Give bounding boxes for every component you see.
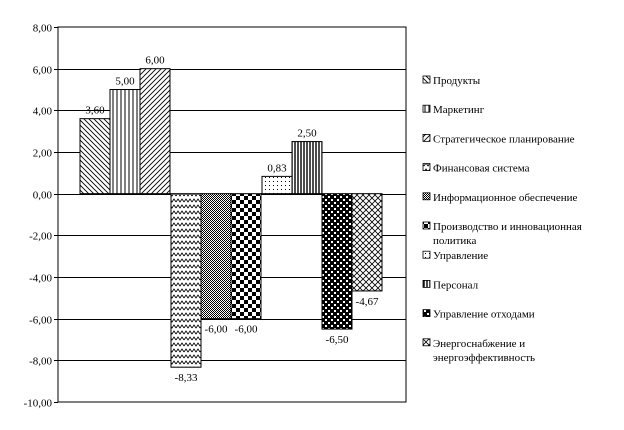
data-label: 3,60 — [85, 105, 105, 117]
y-tick-label: 0,00 — [33, 190, 53, 202]
legend: Продукты Маркетинг Стратегическое планиров… — [422, 75, 582, 364]
bar — [351, 193, 383, 292]
legend-swatch — [422, 75, 431, 84]
data-label: 0,83 — [267, 162, 287, 174]
y-tick-label: 8,00 — [33, 23, 53, 35]
bar — [261, 175, 293, 195]
bar — [109, 89, 141, 195]
data-label: -6,00 — [235, 324, 258, 336]
legend-label: Информационное обеспечение — [433, 192, 578, 204]
legend-swatch — [422, 250, 431, 259]
legend-label: политика — [433, 235, 476, 247]
y-tick-label: 2,00 — [33, 148, 53, 160]
y-tick-label: -4,00 — [29, 273, 52, 285]
data-label: 6,00 — [145, 55, 165, 67]
legend-swatch — [422, 221, 431, 230]
bars — [79, 68, 383, 368]
legend-swatch — [422, 338, 431, 347]
y-tick-label: -10,00 — [24, 398, 53, 410]
bar — [139, 68, 171, 195]
y-axis-ticks: 8,00 6,00 4,00 2,00 0,00 -2,00 -4,00 -6,00 -8,00… — [24, 23, 58, 410]
data-label: -6,50 — [326, 334, 349, 346]
legend-label: Производство и инновационная — [433, 221, 582, 233]
y-tick-label: 6,00 — [33, 65, 53, 77]
data-label: -6,00 — [205, 324, 228, 336]
legend-label: Финансовая система — [433, 163, 530, 175]
data-label: 5,00 — [115, 76, 135, 88]
bar — [200, 193, 232, 320]
y-tick-label: 4,00 — [33, 106, 53, 118]
y-tick-label: -8,00 — [29, 356, 52, 368]
legend-swatch — [422, 104, 431, 113]
bar — [170, 193, 202, 368]
legend-label: Управление — [433, 250, 488, 262]
legend-label: энергоэффективность — [433, 352, 535, 364]
data-label: -8,33 — [175, 372, 198, 384]
y-tick-label: -6,00 — [29, 315, 52, 327]
legend-swatch — [422, 133, 431, 142]
bar — [230, 193, 262, 320]
bar — [321, 193, 353, 330]
legend-label: Продукты — [433, 75, 481, 87]
bar — [291, 141, 323, 195]
legend-label: Энергоснабжение и — [433, 338, 525, 350]
legend-swatch — [422, 279, 431, 288]
data-label: 2,50 — [297, 128, 317, 140]
legend-swatch — [422, 309, 431, 318]
data-label: -4,67 — [356, 296, 379, 308]
legend-swatch — [422, 163, 431, 172]
data-labels: 3,60 5,00 6,00 -8,33 -6,00 -6,00 0,83 2,50 -6,50… — [85, 55, 379, 385]
legend-label: Управление отходами — [433, 309, 535, 321]
legend-label: Персонал — [433, 279, 479, 291]
legend-swatch — [422, 192, 431, 201]
legend-label: Стратегическое планирование — [433, 133, 575, 145]
legend-label: Маркетинг — [433, 104, 485, 116]
y-tick-label: -2,00 — [29, 231, 52, 243]
bar — [79, 118, 111, 195]
